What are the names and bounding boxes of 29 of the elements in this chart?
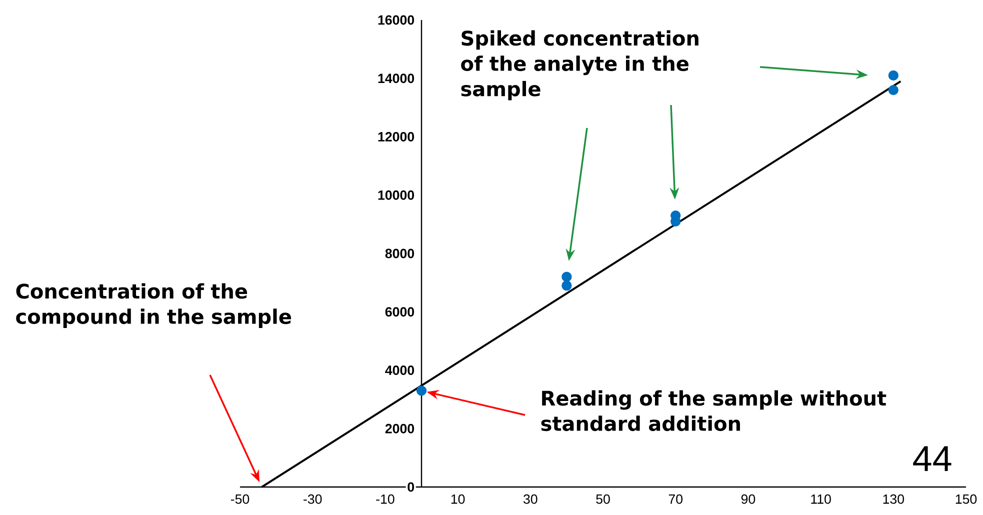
point xyxy=(888,84,898,96)
x-tick-label: 90 xyxy=(741,494,756,504)
y-tick-label: 14000 xyxy=(378,74,414,84)
x-tick-label: -50 xyxy=(230,494,250,504)
point xyxy=(562,272,572,282)
x-tick-label: 110 xyxy=(811,494,831,504)
y-tick-label: 0 xyxy=(408,482,414,492)
y-tick-label: 6000 xyxy=(385,307,414,317)
annotation: Concentration of the compound in the sample xyxy=(16,283,292,328)
y-tick-label: 4000 xyxy=(385,366,414,375)
x-tick-label: 10 xyxy=(451,494,465,504)
annotation: Reading of the sample without standard addition xyxy=(541,390,886,432)
x-tick-label: -30 xyxy=(304,494,322,504)
annotation: Spiked concentration of the analyte in the sample xyxy=(461,30,698,100)
x-tick-label: -10 xyxy=(376,494,394,504)
x-tick-label: 70 xyxy=(668,494,682,504)
y-tick-label: 2000 xyxy=(385,424,414,434)
annotation: 44 xyxy=(913,446,952,472)
x-tick-label: 130 xyxy=(883,494,904,504)
x-tick-label: 50 xyxy=(596,494,610,504)
point xyxy=(562,280,572,291)
y-tick-label: 8000 xyxy=(385,248,414,258)
x-tick-label: 150 xyxy=(956,494,977,504)
y-tick-label: 16000 xyxy=(378,15,414,25)
y-tick-label: 10000 xyxy=(378,190,414,200)
point xyxy=(416,386,427,396)
x-tick-label: 30 xyxy=(523,494,538,504)
point xyxy=(888,70,898,81)
y-tick-label: 12000 xyxy=(378,132,414,142)
